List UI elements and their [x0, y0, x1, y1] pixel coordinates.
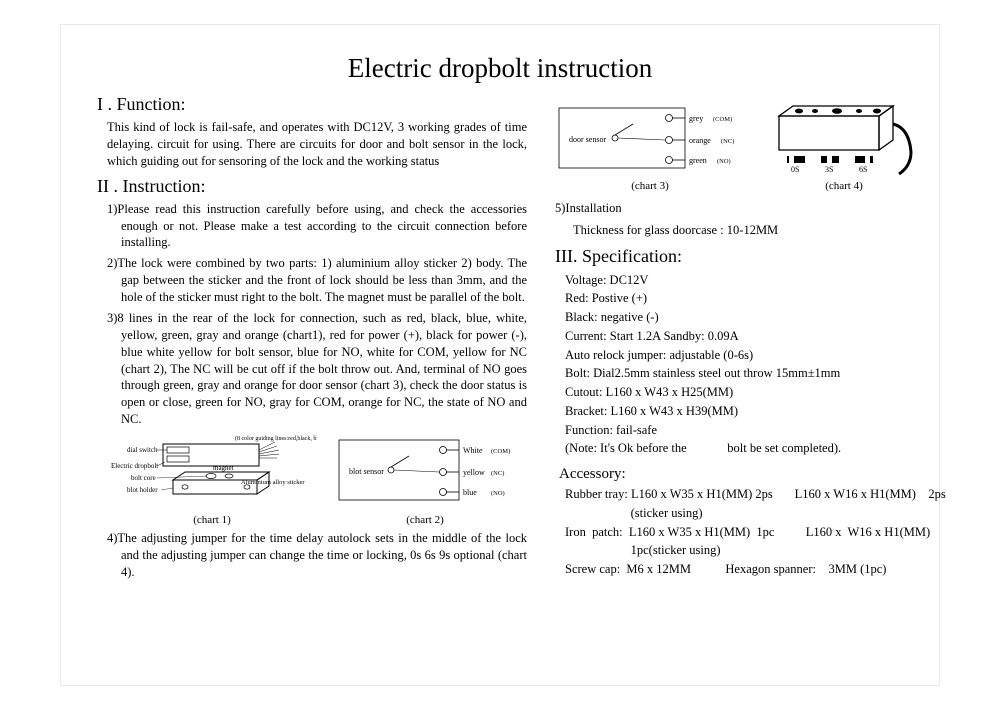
c2-no: (NO): [491, 490, 505, 497]
instruction-item-4: 4)The adjusting jumper for the time dela…: [107, 530, 527, 581]
acc-line-4: Screw cap: M6 x 12MM Hexagon spanner: 3M…: [565, 560, 946, 579]
acc-line-2: Iron patch: L160 x W35 x H1(MM) 1pc L160…: [565, 523, 946, 542]
chart3-svg: door sensor grey (COM) orange (NC): [555, 102, 745, 178]
right-column: door sensor grey (COM) orange (NC): [555, 92, 946, 585]
c1-electric-dropbolt: Electric dropbolt: [111, 462, 158, 470]
spec-line-1: Red: Postive (+): [565, 289, 946, 308]
c1-magnet: magnet: [213, 464, 234, 472]
chart4-label: (chart 4): [769, 180, 919, 192]
instruction-item-5b: Thickness for glass doorcase : 10-12MM: [573, 221, 946, 240]
chart1-svg: dial switch Electric dropbolt (8 color g…: [107, 434, 317, 512]
instruction-item-5: 5)Installation: [555, 200, 946, 217]
c1-sticker: Aluminium alloy sticker: [241, 479, 305, 486]
chart1-label: (chart 1): [107, 514, 317, 526]
function-para: This kind of lock is fail-safe, and oper…: [107, 119, 527, 170]
chart4-box: 0S 3S 6S (chart 4): [769, 102, 919, 192]
chart3-label: (chart 3): [555, 180, 745, 192]
chart-row-3-4: door sensor grey (COM) orange (NC): [555, 102, 946, 192]
acc-line-3: 1pc(sticker using): [565, 541, 946, 560]
c2-com: (COM): [491, 448, 510, 455]
chart4-svg: 0S 3S 6S: [769, 102, 919, 178]
c1-blot-holder: blot holder: [127, 486, 158, 494]
spec-line-3: Current: Start 1.2A Sandby: 0.09A: [565, 327, 946, 346]
accessory-heading: Accessory:: [559, 466, 946, 483]
c2-sensor: blot sensor: [349, 467, 384, 476]
c3-grey: grey: [689, 114, 703, 123]
c3-no: (NO): [717, 158, 731, 165]
spec-line-5: Bolt: Dial2.5mm stainless steel out thro…: [565, 364, 946, 383]
c1-bolt-core: bolt core: [131, 474, 156, 482]
c3-nc: (NC): [721, 138, 734, 145]
instruction-item-2: 2)The lock were combined by two parts: 1…: [107, 255, 527, 306]
spec-line-4: Auto relock jumper: adjustable (0-6s): [565, 346, 946, 365]
c4-6s: 6S: [859, 165, 867, 174]
c2-nc: (NC): [491, 470, 504, 477]
c2-white: White: [463, 446, 483, 455]
left-column: I . Function: This kind of lock is fail-…: [97, 92, 527, 585]
c3-green: green: [689, 156, 707, 165]
chart-row-1-2: dial switch Electric dropbolt (8 color g…: [107, 434, 527, 526]
spec-heading: III. Specification:: [555, 246, 946, 267]
document-page: Electric dropbolt instruction I . Functi…: [60, 24, 940, 686]
instruction-heading: II . Instruction:: [97, 176, 527, 197]
c3-sensor: door sensor: [569, 135, 606, 144]
c4-0s: 0S: [791, 165, 799, 174]
spec-line-6: Cutout: L160 x W43 x H25(MM): [565, 383, 946, 402]
c4-3s: 3S: [825, 165, 833, 174]
page-title: Electric dropbolt instruction: [97, 53, 903, 84]
spec-line-0: Voltage: DC12V: [565, 271, 946, 290]
instruction-item-3: 3)8 lines in the rear of the lock for co…: [107, 310, 527, 428]
chart3-box: door sensor grey (COM) orange (NC): [555, 102, 745, 192]
spec-line-7: Bracket: L160 x W43 x H39(MM): [565, 402, 946, 421]
chart2-label: (chart 2): [335, 514, 515, 526]
instruction-item-1: 1)Please read this instruction carefully…: [107, 201, 527, 252]
c2-blue: blue: [463, 488, 477, 497]
acc-line-0: Rubber tray: L160 x W35 x H1(MM) 2ps L16…: [565, 485, 946, 504]
spec-line-8: Function: fail-safe: [565, 421, 946, 440]
spec-line-2: Black: negative (-): [565, 308, 946, 327]
chart2-box: blot sensor White (COM) yellow (NC): [335, 434, 515, 526]
spec-line-9: (Note: It's Ok before the bolt be set co…: [565, 439, 946, 458]
function-heading: I . Function:: [97, 94, 527, 115]
columns: I . Function: This kind of lock is fail-…: [97, 92, 903, 585]
c1-dial-switch: dial switch: [127, 446, 158, 454]
chart1-box: dial switch Electric dropbolt (8 color g…: [107, 434, 317, 526]
chart2-svg: blot sensor White (COM) yellow (NC): [335, 434, 515, 512]
c3-com: (COM): [713, 116, 732, 123]
c3-orange: orange: [689, 136, 711, 145]
c2-yellow: yellow: [463, 468, 485, 477]
c1-guide: (8 color guiding lines:red,black, blue,w…: [235, 435, 317, 442]
acc-line-1: (sticker using): [565, 504, 946, 523]
